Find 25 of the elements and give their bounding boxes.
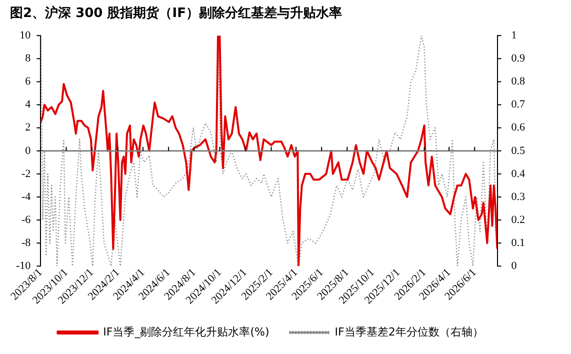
y-tick-label: 6 [25,76,32,88]
y-tick-label: -2 [21,168,31,180]
y2-tick-label: 1 [511,29,517,42]
y-tick-label: -6 [21,214,32,226]
y-tick-label: 4 [25,98,32,111]
y-tick-label: -4 [21,190,32,203]
y2-tick-label: 0.5 [511,144,526,157]
y-tick-label: 2 [25,122,31,134]
y-tick-label: 8 [25,52,32,65]
y2-tick-label: 0.9 [511,52,526,65]
legend-label: IF当季_剔除分红年化升贴水率(%) [103,325,270,338]
legend-label: IF当季基差2年分位数（右轴） [334,325,484,338]
y2-tick-label: 0.1 [511,236,525,249]
y2-tick-label: 0.7 [511,98,526,111]
y2-tick-label: 0.3 [511,190,526,203]
y2-tick-label: 0.6 [511,122,526,134]
y-tick-label: -10 [16,260,32,272]
y-tick-label: 0 [25,144,32,157]
y-tick-label: 10 [20,29,32,42]
y2-tick-label: 0 [511,260,518,272]
y2-tick-label: 0.4 [511,168,526,180]
y2-tick-label: 0.2 [511,214,525,226]
y2-tick-label: 0.8 [511,76,526,88]
y-tick-label: -8 [21,236,32,249]
chart-title: 图2、沪深 300 股指期货（IF）剔除分红基差与升贴水率 [10,5,342,22]
